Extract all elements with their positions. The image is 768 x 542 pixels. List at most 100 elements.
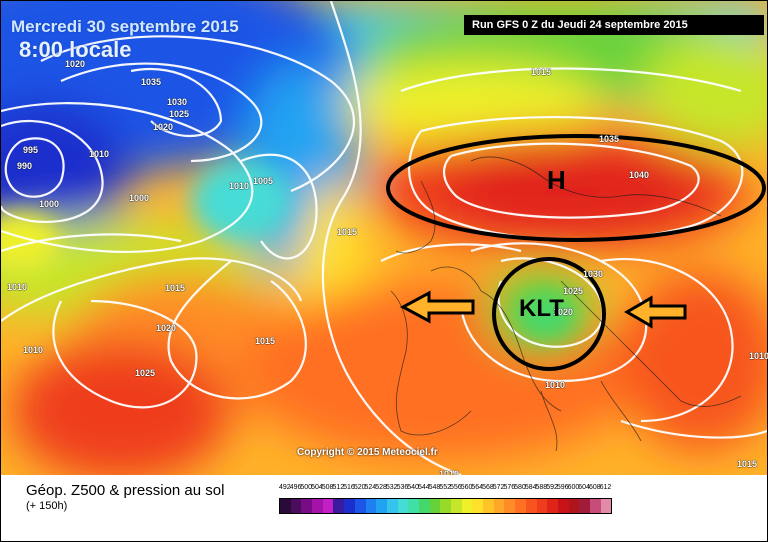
legend-tick-label: 612 [599, 484, 612, 491]
legend-colorbar [279, 498, 613, 514]
legend-color-swatch [579, 499, 590, 513]
isobar-label: 990 [17, 161, 33, 171]
isobar-label: 1005 [253, 176, 274, 186]
legend-tick-label: 584 [524, 484, 537, 491]
isobar-label: 1015 [255, 336, 276, 346]
legend-color-swatch [429, 499, 441, 513]
legend-color-swatch [493, 499, 505, 513]
legend-color-swatch [408, 499, 419, 513]
legend-tick-label: 544 [417, 484, 430, 491]
isobar-label: 1010 [229, 181, 250, 191]
isobar-label: 1030 [167, 97, 188, 107]
isobar-label: 1020 [65, 59, 86, 69]
legend-tick-label: 560 [460, 484, 473, 491]
isobar-label: 995 [23, 145, 39, 155]
legend-color-swatch [536, 499, 548, 513]
legend-color-swatch [418, 499, 430, 513]
legend-tick-label: 508 [321, 484, 334, 491]
legend-ticks: 4924965005045085125165205245285325365405… [279, 484, 612, 491]
legend-tick-label: 492 [279, 484, 291, 491]
legend-tick-label: 540 [407, 484, 419, 491]
legend-color-swatch [301, 499, 313, 513]
isobar-label: 1010 [7, 282, 28, 292]
isobar-label: 1000 [39, 199, 60, 209]
isobar-label: 1010 [439, 469, 460, 479]
legend-tick-label: 496 [289, 484, 302, 491]
legend-tick-label: 604 [578, 484, 590, 491]
legend-tick-label: 588 [535, 484, 548, 491]
legend-color-swatch [386, 499, 398, 513]
isobar-label: 1010 [545, 380, 566, 390]
legend-color-swatch [557, 499, 569, 513]
legend-tick-label: 516 [343, 484, 355, 491]
isobar-label: 1000 [129, 193, 150, 203]
isobar-label: 1010 [23, 345, 44, 355]
legend-color-swatch [589, 499, 601, 513]
legend-tick-label: 580 [514, 484, 526, 491]
isobar-label: 1015 [531, 67, 552, 77]
legend-color-swatch [365, 499, 377, 513]
forecast-map [1, 1, 767, 475]
legend-color-swatch [461, 499, 473, 513]
legend-color-swatch [376, 499, 387, 513]
low-pressure-circle [492, 257, 606, 371]
legend-color-swatch [333, 499, 345, 513]
isobar-label: 1035 [141, 77, 162, 87]
isobar-label: 1020 [156, 323, 177, 333]
legend-tick-label: 548 [428, 484, 441, 491]
isobar-label: 1035 [599, 134, 620, 144]
low-pressure-label: KLT [519, 295, 564, 322]
legend-color-swatch [515, 499, 526, 513]
legend-color-swatch [600, 499, 612, 513]
legend-color-swatch [547, 499, 558, 513]
legend-panel: Géop. Z500 & pression au sol (+ 150h) 49… [1, 475, 767, 541]
legend-tick-label: 568 [482, 484, 494, 491]
isobar-label: 1015 [337, 227, 358, 237]
legend-tick-label: 520 [353, 484, 366, 491]
high-pressure-label: H [547, 165, 566, 195]
legend-color-swatch [568, 499, 580, 513]
legend-tick-label: 608 [588, 484, 601, 491]
isobar-label: 1020 [153, 122, 174, 132]
legend-color-swatch [280, 499, 291, 513]
forecast-time: 8:00 locale [19, 37, 132, 62]
legend-title: Géop. Z500 & pression au sol [26, 482, 225, 499]
legend-color-swatch [290, 499, 302, 513]
legend-tick-label: 564 [471, 484, 484, 491]
legend-color-swatch [354, 499, 366, 513]
legend-tick-label: 592 [546, 484, 558, 491]
legend-tick-label: 512 [332, 484, 345, 491]
isobar-label: 1025 [169, 109, 190, 119]
model-run-info: Run GFS 0 Z du Jeudi 24 septembre 2015 [464, 15, 764, 35]
isobar-label: 1010 [749, 351, 768, 361]
arrow-west [399, 290, 475, 324]
isobar-label: 1025 [563, 286, 584, 296]
isobar-label: 1020 [553, 307, 574, 317]
legend-color-swatch [525, 499, 537, 513]
legend-color-swatch [451, 499, 462, 513]
legend-color-swatch [344, 499, 355, 513]
arrow-east [624, 295, 687, 329]
map-canvas [1, 1, 767, 475]
legend-color-swatch [397, 499, 409, 513]
copyright-notice: Copyright © 2015 Meteociel.fr [297, 447, 438, 458]
isobar-label: 1015 [737, 459, 758, 469]
isobar-label: 1010 [89, 149, 110, 159]
legend-tick-label: 536 [396, 484, 409, 491]
legend-tick-label: 532 [385, 484, 398, 491]
isobar-label: 1030 [583, 269, 604, 279]
isobar-label: 1040 [629, 170, 650, 180]
legend-tick-label: 528 [375, 484, 387, 491]
legend-color-swatch [504, 499, 516, 513]
legend-tick-label: 500 [300, 484, 313, 491]
legend-color-swatch [483, 499, 494, 513]
legend-tick-label: 576 [503, 484, 516, 491]
legend-tick-label: 596 [556, 484, 569, 491]
legend-tick-label: 572 [492, 484, 505, 491]
legend-tick-label: 556 [450, 484, 462, 491]
legend-tick-label: 552 [439, 484, 451, 491]
legend-color-swatch [440, 499, 451, 513]
legend-color-swatch [322, 499, 334, 513]
forecast-date: Mercredi 30 septembre 2015 [11, 17, 239, 36]
